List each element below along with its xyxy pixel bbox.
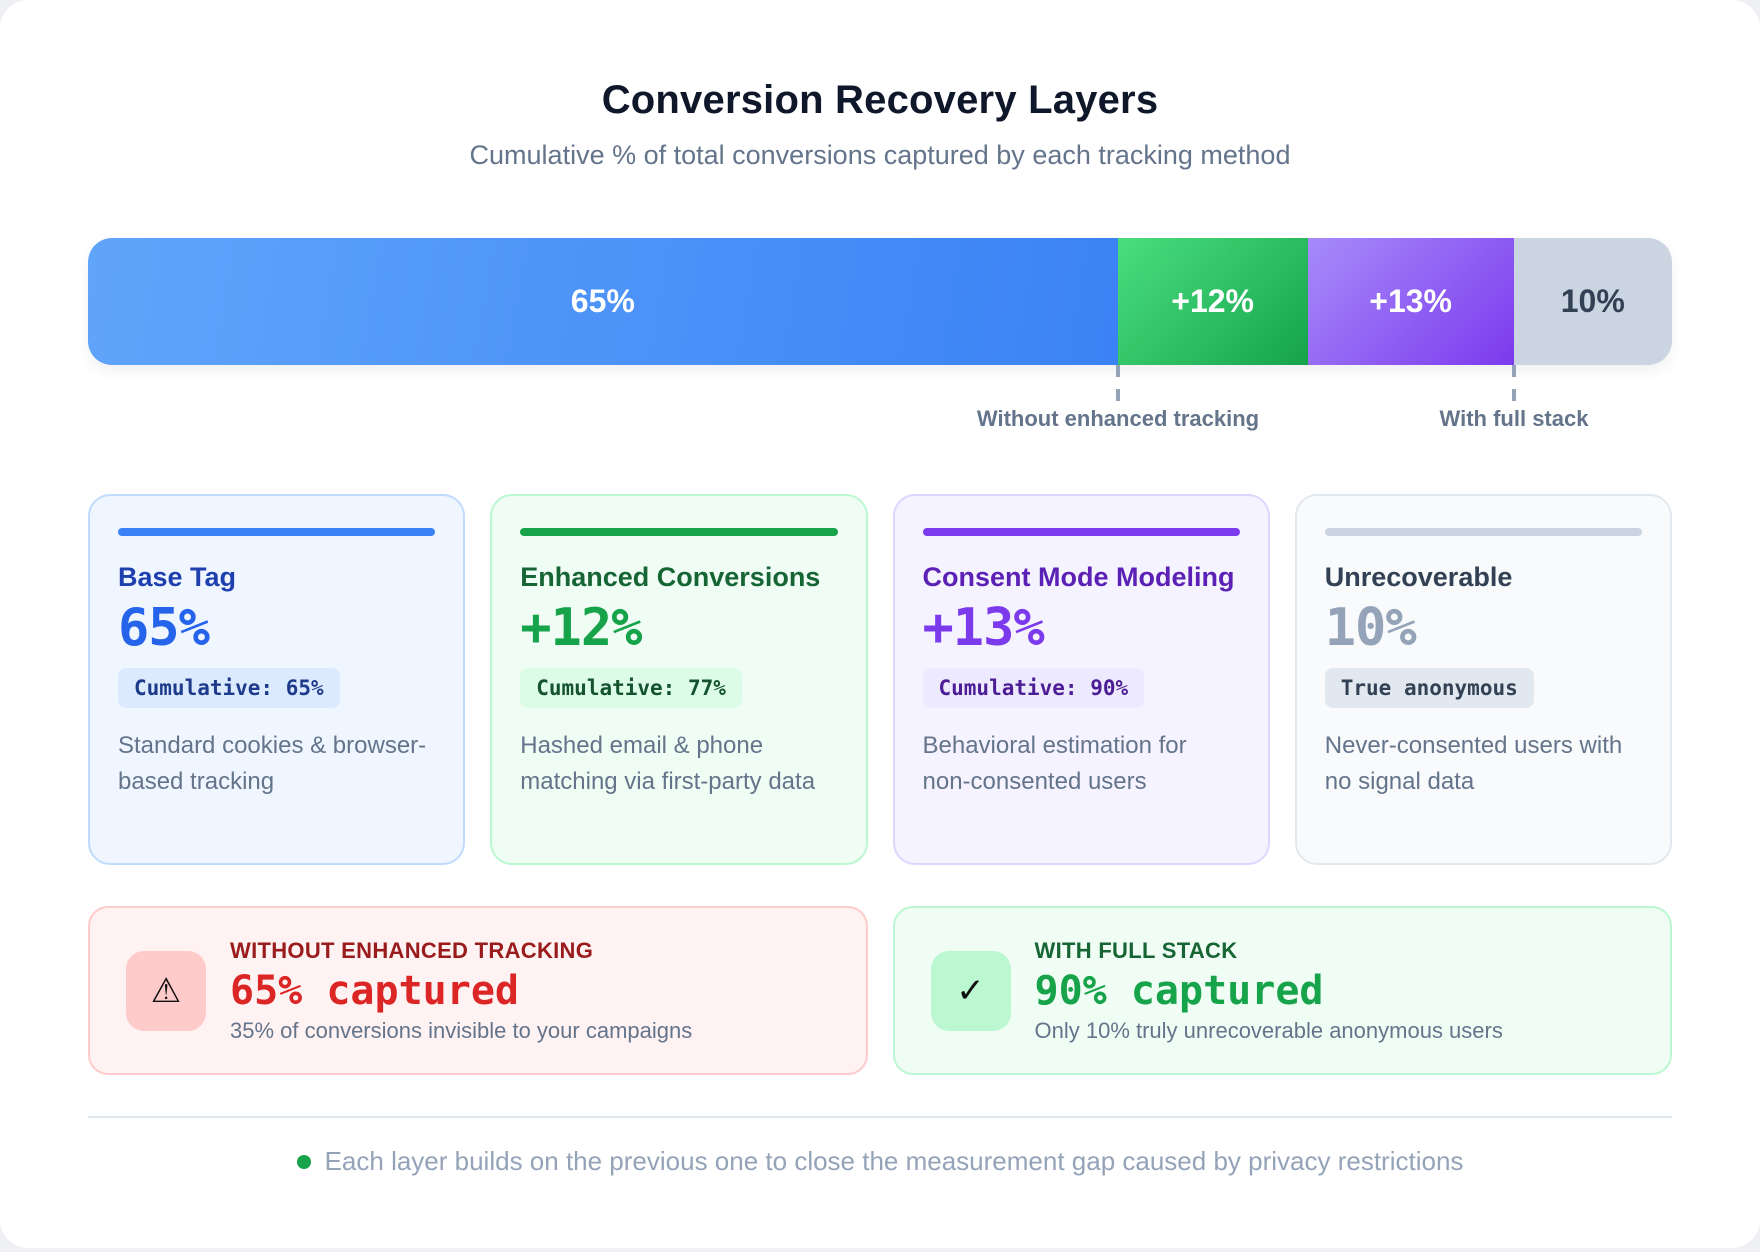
card-accent-bar bbox=[1324, 528, 1642, 536]
callout-detail: Only 10% truly unrecoverable anonymous u… bbox=[1034, 1017, 1503, 1043]
card-description: Standard cookies & browser-based trackin… bbox=[118, 731, 427, 795]
card-value: 10% bbox=[1324, 598, 1417, 658]
card-unrecoverable: Unrecoverable 10% True anonymous Never-c… bbox=[1294, 494, 1672, 865]
anonymous-badge: True anonymous bbox=[1324, 667, 1534, 708]
marker-without-enhanced bbox=[1116, 365, 1120, 401]
bar-segment-consent-mode: +13% bbox=[1307, 238, 1514, 365]
stacked-bar: 65% +12% +13% 10% bbox=[88, 238, 1672, 365]
marker-label-full-stack: With full stack bbox=[1439, 406, 1589, 431]
marker-label-without-enhanced: Without enhanced tracking bbox=[976, 406, 1260, 431]
card-accent-bar bbox=[922, 528, 1240, 536]
bar-segment-unrecoverable: 10% bbox=[1513, 238, 1672, 365]
warning-icon: ⚠ bbox=[126, 950, 206, 1031]
checkmark-icon: ✓ bbox=[930, 950, 1011, 1031]
card-accent-bar bbox=[520, 528, 838, 536]
footnote-text: Each layer builds on the previous one to… bbox=[324, 1146, 1464, 1176]
bar-segment-base-tag: 65% bbox=[88, 238, 1118, 365]
card-name: Base Tag bbox=[118, 562, 237, 592]
marker-full-stack bbox=[1512, 365, 1516, 401]
card-description: Hashed email & phone matching via first-… bbox=[520, 731, 816, 795]
footer-divider bbox=[88, 1116, 1672, 1118]
card-value: +12% bbox=[520, 598, 642, 658]
card-name: Consent Mode Modeling bbox=[922, 562, 1235, 592]
summary-callouts: ⚠ WITHOUT ENHANCED TRACKING 65% captured… bbox=[88, 906, 1672, 1075]
cumulative-badge: Cumulative: 90% bbox=[922, 667, 1145, 708]
bar-segment-enhanced-conversions: +12% bbox=[1117, 238, 1308, 365]
callout-kicker: WITHOUT ENHANCED TRACKING bbox=[230, 937, 594, 963]
callout-without-enhanced: ⚠ WITHOUT ENHANCED TRACKING 65% captured… bbox=[88, 906, 868, 1075]
callout-detail: 35% of conversions invisible to your cam… bbox=[230, 1017, 693, 1043]
callout-kicker: WITH FULL STACK bbox=[1034, 937, 1238, 963]
callout-text: WITHOUT ENHANCED TRACKING 65% captured 3… bbox=[230, 938, 692, 1044]
green-dot-icon bbox=[296, 1154, 311, 1169]
cumulative-badge: Cumulative: 65% bbox=[118, 667, 340, 708]
card-accent-bar bbox=[118, 528, 436, 536]
card-description: Never-consented users with no signal dat… bbox=[1324, 731, 1623, 795]
chart-subtitle: Cumulative % of total conversions captur… bbox=[469, 140, 1291, 170]
card-name: Unrecoverable bbox=[1324, 562, 1513, 592]
callout-headline: 65% captured bbox=[230, 967, 519, 1014]
cumulative-badge: Cumulative: 77% bbox=[520, 667, 742, 708]
card-name: Enhanced Conversions bbox=[520, 562, 821, 592]
card-value: 65% bbox=[118, 598, 210, 658]
card-enhanced-conversions: Enhanced Conversions +12% Cumulative: 77… bbox=[490, 494, 868, 865]
card-value: +13% bbox=[922, 598, 1045, 658]
callout-full-stack: ✓ WITH FULL STACK 90% captured Only 10% … bbox=[892, 906, 1672, 1075]
card-consent-mode-modeling: Consent Mode Modeling +13% Cumulative: 9… bbox=[892, 494, 1270, 865]
footnote: Each layer builds on the previous one to… bbox=[0, 1146, 1760, 1177]
chart-title: Conversion Recovery Layers bbox=[601, 78, 1159, 122]
card-base-tag: Base Tag 65% Cumulative: 65% Standard co… bbox=[88, 494, 466, 865]
layer-cards: Base Tag 65% Cumulative: 65% Standard co… bbox=[88, 494, 1672, 865]
callout-headline: 90% captured bbox=[1034, 967, 1324, 1014]
callout-text: WITH FULL STACK 90% captured Only 10% tr… bbox=[1035, 938, 1503, 1044]
card-description: Behavioral estimation for non-consented … bbox=[922, 731, 1187, 795]
